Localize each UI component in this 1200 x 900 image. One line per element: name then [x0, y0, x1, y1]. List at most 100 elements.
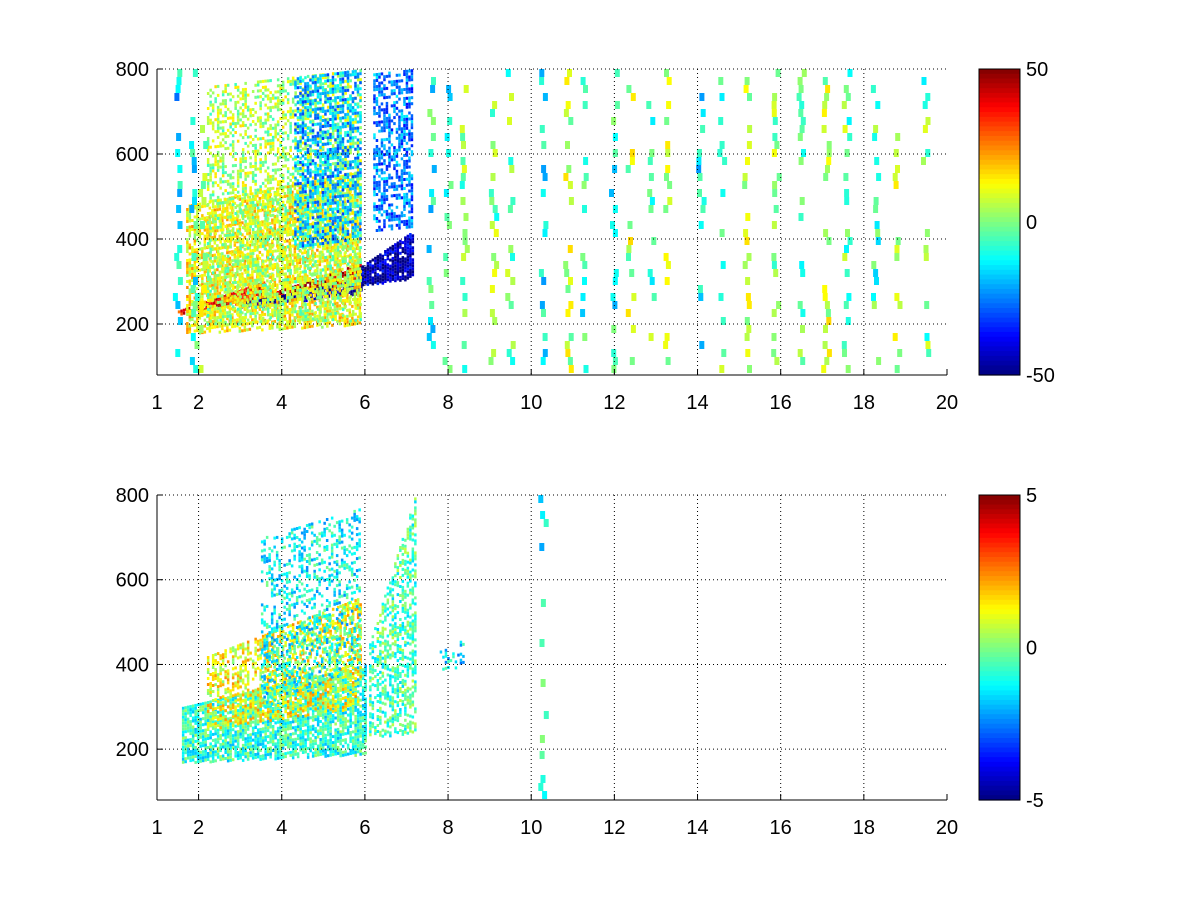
heatmap-cell	[336, 278, 340, 282]
heatmap-cell	[291, 220, 295, 224]
heatmap-cell	[211, 281, 214, 285]
heatmap-cell	[186, 307, 189, 310]
heatmap-cell	[341, 74, 345, 78]
heatmap-cell	[311, 110, 315, 114]
heatmap-cell	[254, 161, 257, 165]
heatmap-cell	[329, 279, 332, 283]
heatmap-cell	[243, 301, 247, 305]
heatmap-cell	[321, 163, 325, 167]
heatmap-cell	[236, 313, 240, 317]
heatmap-cell	[261, 163, 265, 167]
heatmap-cell	[226, 209, 229, 213]
heatmap-cell	[207, 303, 211, 307]
heatmap-cell	[243, 295, 247, 299]
heatmap-cell	[271, 239, 274, 243]
heatmap-cell	[351, 238, 354, 242]
heatmap-cell	[286, 275, 289, 279]
heatmap-cell	[246, 228, 250, 232]
heatmap-cell	[299, 312, 302, 316]
heatmap-cell	[241, 115, 245, 119]
heatmap-cell	[389, 267, 392, 271]
heatmap-cell	[336, 122, 340, 126]
heatmap-cell	[371, 282, 375, 286]
heatmap-cell	[253, 284, 257, 288]
heatmap-cell	[319, 271, 322, 275]
heatmap-cell	[334, 161, 337, 165]
heatmap-cell	[191, 324, 194, 327]
heatmap-cell	[266, 286, 270, 290]
heatmap-cell	[264, 307, 267, 311]
heatmap-cell	[276, 325, 279, 329]
heatmap-cell	[264, 154, 267, 158]
heatmap-cell	[341, 308, 345, 312]
heatmap-cell	[384, 259, 387, 262]
heatmap-cell	[298, 273, 302, 277]
heatmap-cell	[196, 266, 199, 270]
heatmap-cell	[238, 236, 242, 240]
heatmap-cell	[386, 257, 390, 261]
heatmap-cell	[259, 236, 262, 240]
heatmap-cell	[306, 101, 310, 105]
heatmap-cell	[246, 117, 250, 121]
heatmap-cell	[276, 262, 279, 266]
heatmap-cell	[266, 97, 270, 101]
heatmap-cell	[216, 123, 220, 127]
heatmap-cell	[294, 265, 297, 269]
heatmap-cell	[256, 326, 259, 330]
heatmap-cell	[254, 266, 257, 270]
heatmap-cell	[336, 236, 340, 240]
heatmap-cell	[290, 293, 293, 297]
heatmap-cell	[272, 299, 276, 303]
heatmap-cell	[343, 279, 347, 283]
heatmap-cell	[341, 215, 345, 219]
heatmap-cell	[215, 303, 218, 307]
heatmap-cell	[329, 282, 332, 286]
heatmap-cell	[296, 312, 299, 316]
heatmap-cell	[226, 203, 229, 207]
heatmap-cell	[336, 271, 339, 275]
heatmap-cell	[261, 328, 264, 332]
heatmap-cell	[274, 105, 277, 109]
heatmap-cell	[333, 293, 337, 297]
heatmap-cell	[216, 247, 219, 251]
heatmap-cell	[284, 155, 287, 159]
heatmap-cell	[254, 101, 257, 105]
heatmap-cell	[191, 270, 194, 273]
heatmap-cell	[296, 226, 300, 230]
heatmap-cell	[241, 244, 245, 248]
heatmap-cell	[394, 273, 397, 277]
heatmap-cell	[306, 227, 310, 231]
heatmap-cell	[248, 276, 252, 280]
heatmap-cell	[228, 268, 232, 272]
heatmap-cell	[268, 266, 272, 270]
heatmap-cell	[211, 91, 215, 95]
heatmap-cell	[271, 144, 275, 148]
heatmap-cell	[321, 238, 324, 242]
heatmap-cell	[246, 208, 249, 212]
heatmap-cell	[308, 259, 312, 263]
heatmap-cell	[224, 120, 227, 124]
heatmap-cell	[306, 184, 309, 188]
heatmap-cell	[259, 167, 262, 171]
heatmap-cell	[279, 249, 282, 252]
heatmap-cell	[236, 273, 239, 277]
heatmap-cell	[244, 219, 247, 223]
heatmap-cell	[358, 300, 362, 304]
heatmap-cell	[281, 185, 285, 189]
heatmap-cell	[384, 253, 387, 256]
heatmap-cell	[271, 251, 274, 255]
heatmap-cell	[326, 297, 330, 301]
heatmap-cell	[278, 295, 282, 298]
heatmap-cell	[216, 283, 219, 287]
heatmap-cell	[193, 215, 197, 219]
heatmap-cell	[336, 185, 340, 189]
heatmap-cell	[268, 230, 272, 234]
heatmap-cell	[234, 164, 237, 167]
heatmap-cell	[311, 245, 315, 249]
heatmap-cell	[245, 290, 248, 294]
heatmap-cell	[301, 237, 305, 241]
heatmap-cell	[266, 313, 270, 317]
heatmap-cell	[364, 266, 367, 270]
heatmap-cell	[244, 99, 247, 103]
heatmap-cell	[399, 275, 402, 279]
